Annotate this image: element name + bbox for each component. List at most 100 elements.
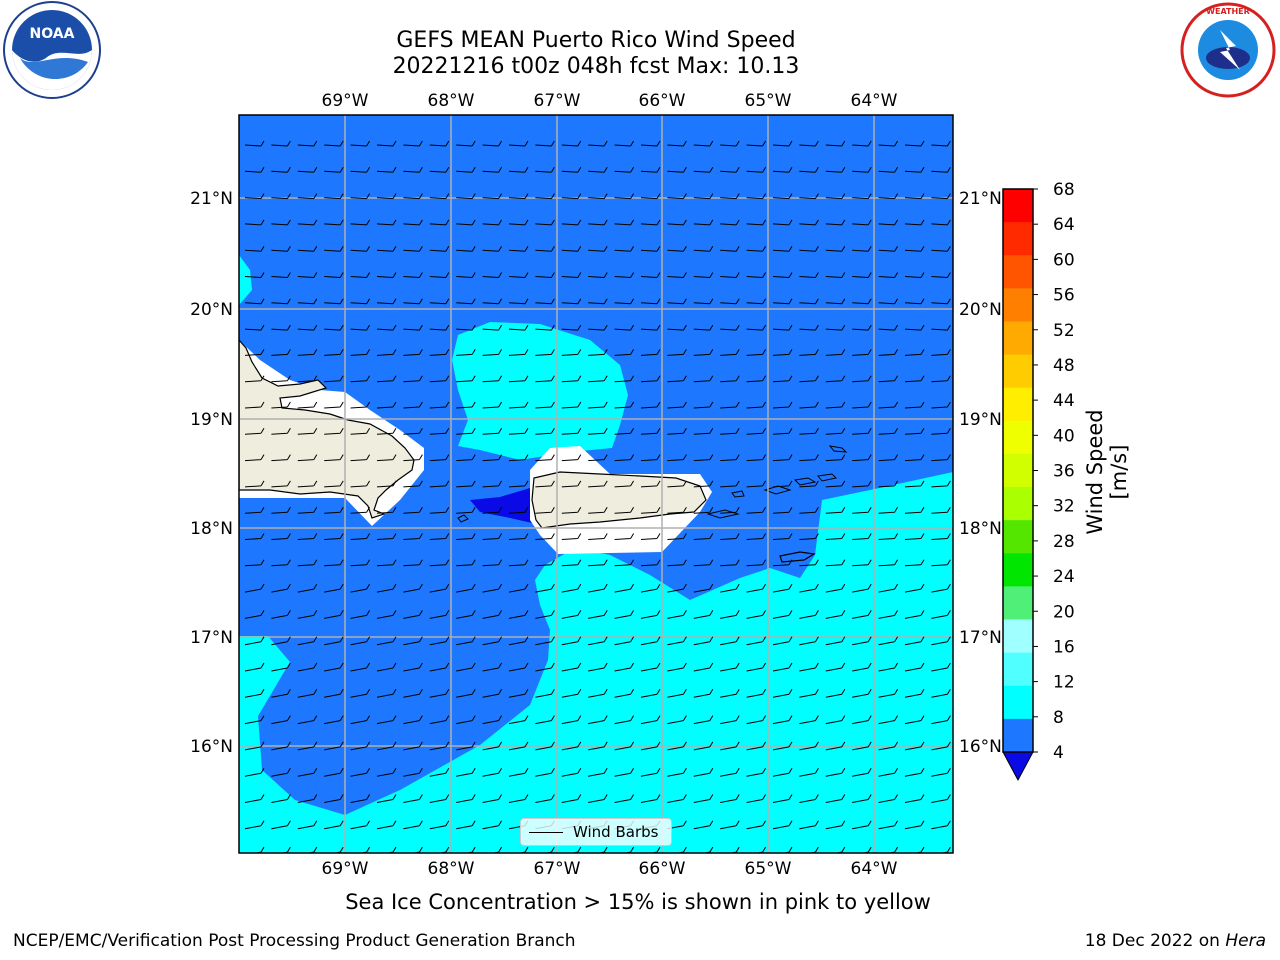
lon-tick-bottom: 64°W [851, 859, 898, 879]
wind-barb [297, 636, 318, 646]
wind-barb [535, 219, 555, 226]
wind-barb [508, 636, 529, 646]
wind-barb [904, 794, 925, 803]
wind-barb [772, 401, 793, 409]
wind-barb [904, 480, 925, 488]
wind-barb [667, 401, 687, 409]
wind-barb [825, 506, 846, 514]
wind-barb [799, 349, 819, 356]
wind-barb [904, 167, 925, 173]
wind-barb [535, 298, 555, 305]
wind-barb [350, 767, 371, 777]
wind-barb [271, 767, 291, 777]
wind-barb [561, 454, 582, 462]
wind-barb [640, 794, 661, 803]
wind-barb [772, 349, 793, 356]
lat-tick-left: 18°N [190, 519, 233, 539]
wind-barb [482, 689, 503, 698]
wind-barb [482, 298, 503, 305]
wind-barb [350, 715, 371, 725]
wind-barb [667, 375, 687, 383]
wind-barb [429, 662, 450, 672]
wind-barb [693, 140, 714, 147]
wind-barb [561, 767, 582, 777]
wind-barb [720, 715, 740, 725]
wind-barb [482, 794, 503, 803]
wind-barb [244, 375, 265, 383]
wind-barb [429, 533, 450, 540]
wind-barb [297, 583, 318, 593]
wind-barb [746, 167, 767, 173]
wind-barb [482, 167, 503, 173]
colorbar-tick-label: 16 [1053, 637, 1075, 657]
wind-barb [429, 167, 450, 173]
wind-barb [746, 480, 767, 488]
wind-barb [904, 662, 925, 672]
wind-barb [350, 741, 371, 751]
wind-barb [904, 324, 925, 331]
colorbar-tick-label: 64 [1053, 215, 1075, 235]
wind-barb [561, 559, 582, 567]
wind-barb [350, 820, 371, 830]
wind-barb [324, 820, 344, 830]
wind-barb [720, 559, 740, 567]
wind-barb [667, 349, 687, 356]
wind-barb [456, 533, 476, 540]
wind-barb [878, 480, 899, 488]
wind-barb [271, 583, 291, 593]
wind-barb [667, 583, 687, 593]
wind-barb [350, 375, 371, 383]
wind-barb [456, 167, 476, 173]
wind-barb [482, 375, 503, 383]
wind-barb [297, 167, 318, 173]
legend-line-icon [529, 832, 563, 833]
wind-barb [429, 794, 450, 803]
wind-barb [640, 480, 661, 488]
colorbar-tick-label: 44 [1053, 391, 1075, 411]
wind-barb [456, 480, 476, 488]
wind-barb [508, 689, 529, 698]
wind-barb [456, 193, 476, 200]
wind-barb [720, 375, 740, 383]
wind-barb [640, 193, 661, 200]
wind-barb [456, 662, 476, 672]
wind-barb [482, 636, 503, 646]
wind-barb [772, 506, 793, 514]
wind-barb [271, 715, 291, 725]
wind-barb [588, 167, 608, 173]
wind-barb [640, 583, 661, 593]
wind-barb [825, 820, 846, 830]
wind-barb [376, 349, 397, 356]
wind-barb [482, 480, 503, 488]
wind-barb [482, 820, 503, 830]
lon-tick-top: 66°W [639, 91, 686, 111]
wind-barb [825, 454, 846, 462]
wind-barb [297, 349, 318, 356]
wind-barb [852, 636, 872, 646]
wind-barb [640, 533, 661, 540]
wind-barb [878, 767, 899, 777]
wind-barb [746, 324, 767, 331]
wind-barb [324, 533, 344, 540]
wind-barb [931, 480, 951, 488]
wind-barb [588, 636, 608, 646]
wind-barb [403, 636, 423, 646]
wind-barb [324, 480, 344, 488]
wind-barb [931, 428, 951, 435]
wind-barb [825, 662, 846, 672]
lon-tick-top: 65°W [745, 91, 792, 111]
wind-barb [799, 324, 819, 331]
wind-barb [429, 272, 450, 278]
wind-barb [746, 610, 767, 619]
wind-barb [720, 767, 740, 777]
wind-barb [535, 506, 555, 514]
wind-barb [297, 298, 318, 305]
wind-barb [640, 662, 661, 672]
wind-barb [244, 794, 265, 803]
wind-barb [508, 767, 529, 777]
credit-line: NCEP/EMC/Verification Post Processing Pr… [13, 931, 576, 951]
wind-barb [561, 428, 582, 435]
wind-barb [429, 219, 450, 226]
wind-barb [852, 428, 872, 435]
wind-barb [931, 454, 951, 462]
